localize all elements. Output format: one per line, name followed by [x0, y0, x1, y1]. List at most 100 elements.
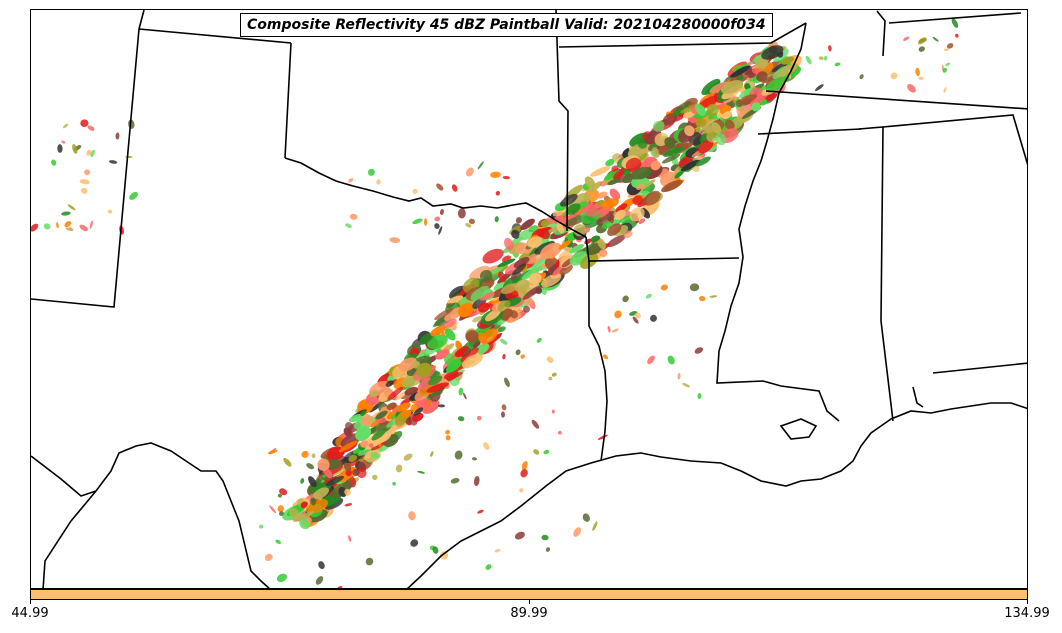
reflectivity-cell — [694, 347, 704, 354]
reflectivity-cell — [834, 62, 841, 67]
reflectivity-cell — [129, 191, 138, 200]
reflectivity-cell — [72, 144, 78, 154]
reflectivity-cell — [87, 125, 95, 131]
paintball-map — [31, 10, 1027, 588]
reflectivity-cell — [293, 511, 314, 522]
reflectivity-cell — [680, 159, 701, 172]
reflectivity-cell — [410, 539, 419, 547]
reflectivity-cell — [283, 457, 292, 467]
reflectivity-cell — [540, 242, 562, 259]
reflectivity-cell — [533, 449, 540, 455]
reflectivity-cell — [942, 67, 947, 73]
reflectivity-cell — [859, 74, 864, 80]
reflectivity-cell — [512, 263, 527, 276]
reflectivity-cell — [504, 377, 510, 387]
reflectivity-cell — [444, 328, 456, 341]
reflectivity-cell — [338, 486, 348, 498]
reflectivity-cell — [435, 349, 450, 360]
reflectivity-cell — [68, 227, 73, 231]
reflectivity-cell — [557, 430, 562, 435]
reflectivity-cell — [497, 326, 506, 333]
reflectivity-cell — [828, 45, 832, 52]
reflectivity-cell — [434, 216, 441, 222]
reflectivity-cell — [917, 37, 927, 45]
reflectivity-cell — [277, 505, 284, 513]
reflectivity-cell — [632, 195, 643, 206]
reflectivity-cell — [61, 140, 66, 144]
reflectivity-cell — [614, 209, 626, 221]
reflectivity-cell — [805, 55, 812, 65]
reflectivity-cell — [450, 477, 460, 484]
reflectivity-cell — [445, 435, 451, 441]
colorbar-tick — [529, 600, 530, 604]
reflectivity-cell — [338, 440, 358, 453]
reflectivity-cell — [945, 62, 950, 67]
border-rio-grande — [31, 442, 270, 588]
reflectivity-cell — [57, 144, 63, 153]
reflectivity-cell — [662, 112, 678, 126]
reflectivity-cell — [590, 166, 611, 177]
reflectivity-cell — [511, 229, 520, 239]
reflectivity-cell — [607, 223, 622, 236]
reflectivity-cell — [943, 87, 947, 93]
reflectivity-cell — [721, 111, 732, 120]
reflectivity-cell — [107, 209, 113, 214]
reflectivity-cell — [596, 210, 617, 226]
reflectivity-cell — [417, 377, 432, 391]
reflectivity-cell — [543, 449, 550, 455]
reflectivity-cell — [730, 65, 751, 78]
reflectivity-cell — [497, 300, 511, 312]
reflectivity-cell — [540, 273, 562, 288]
reflectivity-cell — [312, 487, 329, 500]
reflectivity-cell — [510, 310, 518, 319]
reflectivity-cell — [520, 469, 528, 478]
reflectivity-cell — [502, 175, 510, 180]
reflectivity-cell — [458, 387, 464, 396]
reflectivity-cell — [84, 169, 91, 176]
reflectivity-cell — [125, 155, 133, 158]
reflectivity-cell — [443, 370, 459, 382]
reflectivity-cell — [275, 539, 281, 544]
reflectivity-cell — [540, 219, 549, 228]
reflectivity-cell — [349, 213, 358, 220]
reflectivity-cell — [348, 535, 352, 542]
reflectivity-cell — [481, 339, 486, 343]
reflectivity-cell — [918, 46, 925, 52]
reflectivity-cell — [611, 328, 619, 333]
reflectivity-cell — [31, 223, 39, 232]
reflectivity-cell — [386, 402, 397, 410]
reflectivity-cell — [345, 223, 352, 228]
reflectivity-cell — [501, 283, 519, 294]
border-ky-tn — [876, 10, 1022, 57]
reflectivity-cell — [51, 159, 57, 166]
reflectivity-cell — [356, 467, 367, 479]
reflectivity-cell — [520, 218, 535, 231]
reflectivity-cell — [613, 167, 626, 178]
reflectivity-cell — [67, 204, 76, 211]
reflectivity-cell — [408, 511, 416, 521]
reflectivity-cell — [430, 451, 434, 457]
border-co-ks — [138, 28, 292, 44]
reflectivity-cell — [477, 343, 490, 355]
border-sabine — [588, 261, 608, 462]
reflectivity-cell — [548, 376, 553, 381]
reflectivity-cell — [590, 235, 601, 243]
reflectivity-cell — [479, 269, 493, 282]
reflectivity-cell — [416, 362, 432, 378]
reflectivity-cell — [447, 295, 464, 304]
reflectivity-cell — [527, 236, 543, 248]
reflectivity-cell — [498, 271, 507, 283]
reflectivity-cell — [903, 36, 910, 41]
reflectivity-cell — [376, 179, 381, 185]
reflectivity-cell — [630, 166, 652, 180]
border-tx-mexico-west — [42, 490, 97, 588]
reflectivity-cell — [605, 159, 615, 167]
reflectivity-cell — [667, 355, 675, 365]
reflectivity-cell — [751, 102, 761, 112]
reflectivity-cell — [720, 80, 744, 94]
reflectivity-cell — [386, 419, 397, 428]
reflectivity-cell — [684, 125, 695, 137]
reflectivity-cell — [501, 404, 507, 411]
reflectivity-cell — [442, 318, 457, 329]
reflectivity-cell — [369, 389, 379, 398]
